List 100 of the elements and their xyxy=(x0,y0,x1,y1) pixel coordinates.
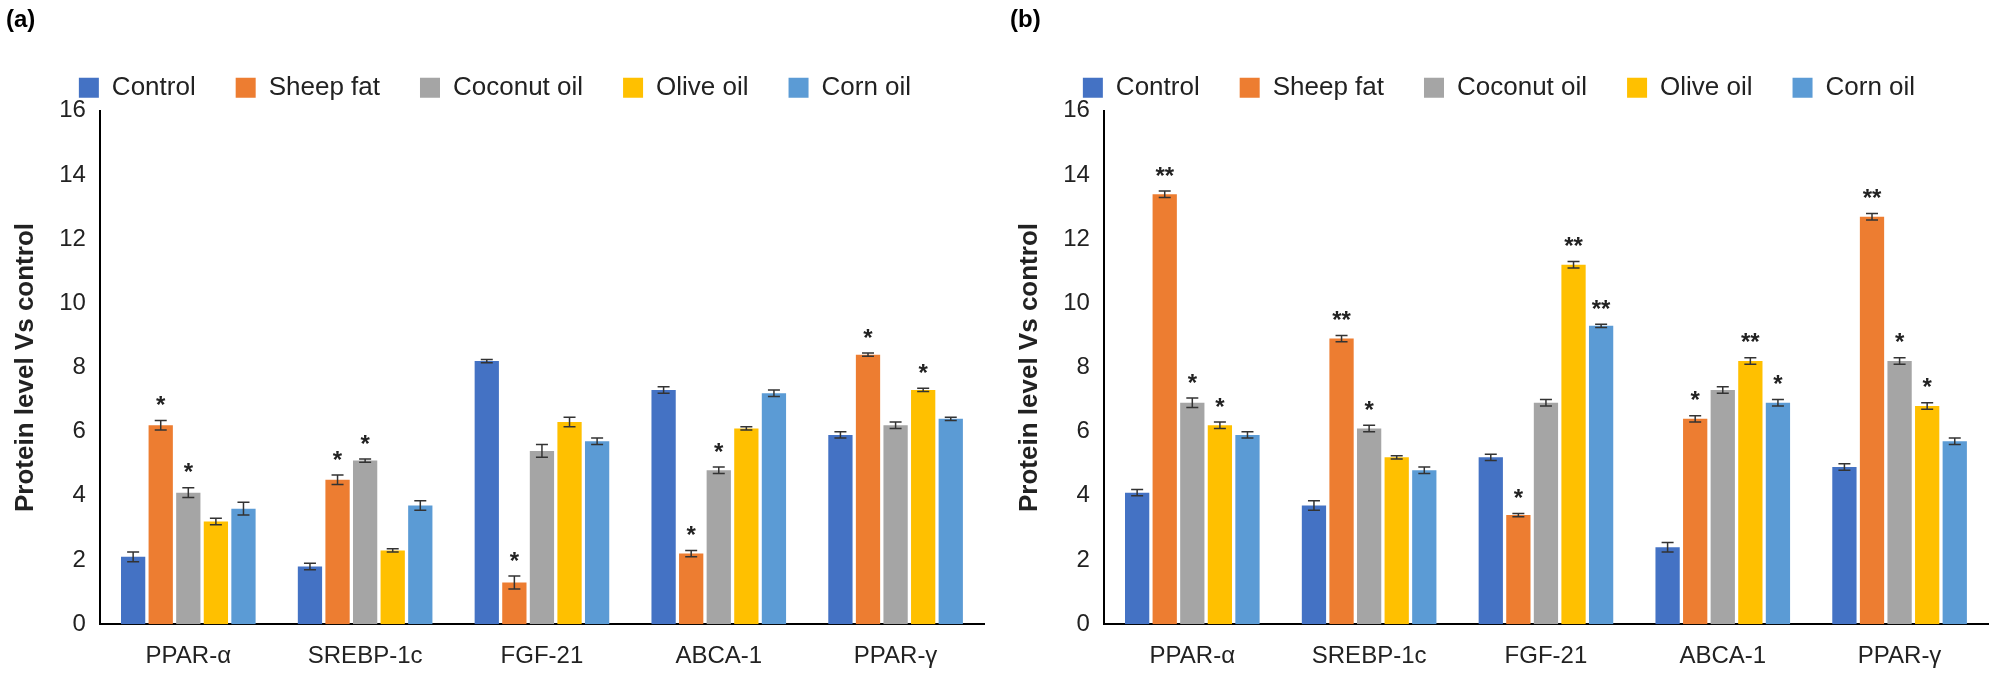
data-label: * xyxy=(1894,328,1905,356)
data-label: * xyxy=(918,358,929,386)
y-tick-label: 4 xyxy=(72,480,86,508)
y-tick-label: 6 xyxy=(72,416,86,444)
bar xyxy=(761,393,787,625)
x-tick-label: SREBP-1c xyxy=(1311,641,1427,669)
bar xyxy=(176,492,201,625)
x-tick-label: PPAR-α xyxy=(145,641,232,669)
bar xyxy=(1738,361,1763,625)
bar xyxy=(883,425,908,625)
y-tick-label: 14 xyxy=(1063,159,1090,187)
bar xyxy=(1180,402,1205,625)
bar xyxy=(1710,389,1735,625)
data-label: ** xyxy=(1591,294,1612,322)
x-tick-label: FGF-21 xyxy=(1504,641,1588,669)
bar xyxy=(1152,194,1177,625)
bar xyxy=(325,479,350,625)
data-label: * xyxy=(509,546,520,574)
legend-label: Olive oil xyxy=(656,70,749,101)
data-label: * xyxy=(183,458,194,486)
x-tick-label: PPAR-γ xyxy=(1857,641,1942,669)
data-label: * xyxy=(1922,373,1933,401)
bar xyxy=(380,550,405,625)
legend-label: Corn oil xyxy=(1825,70,1916,101)
y-tick-label: 0 xyxy=(72,608,86,636)
data-label: * xyxy=(1187,368,1198,396)
bar xyxy=(734,428,759,625)
y-axis-title: Protein level Vs control xyxy=(1012,223,1043,512)
legend-label: Sheep fat xyxy=(268,70,381,101)
y-tick-label: 0 xyxy=(1076,608,1090,636)
bar xyxy=(121,556,146,625)
bar xyxy=(679,553,704,625)
legend-label: Corn oil xyxy=(821,70,912,101)
bar xyxy=(1683,418,1708,625)
legend-label: Coconut oil xyxy=(1456,70,1588,101)
legend-label: Sheep fat xyxy=(1272,70,1385,101)
x-tick-label: PPAR-α xyxy=(1149,641,1236,669)
bar xyxy=(1561,264,1586,625)
data-label: ** xyxy=(1332,306,1352,334)
bar xyxy=(1412,470,1437,625)
data-label: * xyxy=(156,391,167,419)
chart-title: (b) xyxy=(1010,5,1041,33)
bar xyxy=(1765,402,1791,625)
chart-title: (a) xyxy=(6,5,36,33)
bar xyxy=(828,434,853,625)
bar xyxy=(651,389,676,625)
data-label: * xyxy=(332,445,343,473)
legend-label: Olive oil xyxy=(1660,70,1753,101)
bar xyxy=(1533,402,1559,625)
y-tick-label: 10 xyxy=(59,287,86,315)
bar xyxy=(408,505,433,625)
bar xyxy=(1329,338,1354,625)
x-tick-label: PPAR-γ xyxy=(853,641,938,669)
bar xyxy=(1235,434,1260,625)
y-tick-label: 8 xyxy=(72,352,86,380)
data-label: * xyxy=(360,429,371,457)
bar xyxy=(1655,547,1680,625)
y-tick-label: 8 xyxy=(1076,352,1090,380)
bar xyxy=(231,508,256,625)
legend-label: Control xyxy=(111,70,196,101)
y-tick-label: 4 xyxy=(1076,480,1090,508)
data-label: * xyxy=(1364,395,1375,423)
x-tick-label: ABCA-1 xyxy=(675,641,763,669)
data-label: ** xyxy=(1155,161,1175,189)
x-tick-label: SREBP-1c xyxy=(307,641,423,669)
data-label: * xyxy=(686,521,697,549)
bar xyxy=(938,418,963,625)
data-label: * xyxy=(863,323,874,351)
bar xyxy=(855,354,881,625)
y-tick-label: 14 xyxy=(59,159,86,187)
bar xyxy=(529,450,555,625)
bar xyxy=(1832,466,1857,625)
bar xyxy=(1506,515,1531,625)
data-label: ** xyxy=(1741,328,1761,356)
bar xyxy=(1207,425,1233,625)
y-tick-label: 6 xyxy=(1076,416,1090,444)
y-axis-title: Protein level Vs control xyxy=(8,223,39,512)
bar xyxy=(1478,457,1503,625)
data-label: * xyxy=(1215,392,1226,420)
bar xyxy=(1887,361,1912,625)
y-tick-label: 16 xyxy=(59,95,86,123)
bar xyxy=(203,521,229,625)
data-label: ** xyxy=(1862,184,1882,212)
legend-label: Coconut oil xyxy=(452,70,584,101)
y-tick-label: 16 xyxy=(1063,95,1090,123)
data-label: * xyxy=(1773,370,1784,398)
bar xyxy=(706,470,731,625)
data-label: ** xyxy=(1564,232,1584,260)
data-label: * xyxy=(714,437,725,465)
bar xyxy=(352,460,378,625)
bar xyxy=(557,422,582,625)
bar xyxy=(1859,216,1885,625)
bar xyxy=(1942,441,1967,625)
bar xyxy=(1301,505,1327,625)
bar xyxy=(148,425,173,625)
bar xyxy=(474,361,499,625)
y-tick-label: 2 xyxy=(1076,544,1090,572)
data-label: * xyxy=(1513,484,1524,512)
y-tick-label: 12 xyxy=(1063,223,1090,251)
y-tick-label: 12 xyxy=(59,223,86,251)
